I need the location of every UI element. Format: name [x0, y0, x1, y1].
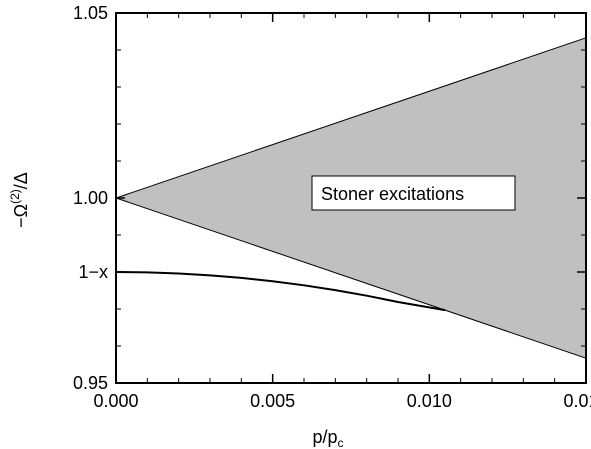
x-tick-label: 0.000 [93, 391, 138, 411]
ticks-layer: 0.000 0.005 0.010 0.015 0.95 1−x 1.00 1.05 [73, 3, 591, 411]
y-tick-label: 0.95 [73, 373, 108, 393]
y-tick-label: 1−x [78, 262, 108, 282]
stoner-label: Stoner excitations [321, 184, 464, 204]
x-tick-label: 0.005 [250, 391, 295, 411]
series-line-0 [115, 271, 446, 312]
y-axis-label-sup: (2) [8, 189, 22, 204]
y-axis-label: −Ω(2)/Δ [8, 172, 31, 228]
y-tick-label: 1.05 [73, 3, 108, 23]
x-axis-label: p/pc [312, 427, 343, 449]
x-tick-label: 0.015 [563, 391, 591, 411]
curve-layer [115, 271, 446, 312]
x-axis-label-main: p/p [312, 427, 337, 447]
stoner-label-box: Stoner excitations [311, 175, 516, 211]
x-axis-label-sub: c [338, 436, 344, 449]
y-axis-label-delta: /Δ [11, 172, 31, 189]
y-tick-label: 1.00 [73, 188, 108, 208]
x-tick-label: 0.010 [407, 391, 452, 411]
y-axis-label-main: −Ω [11, 204, 31, 228]
